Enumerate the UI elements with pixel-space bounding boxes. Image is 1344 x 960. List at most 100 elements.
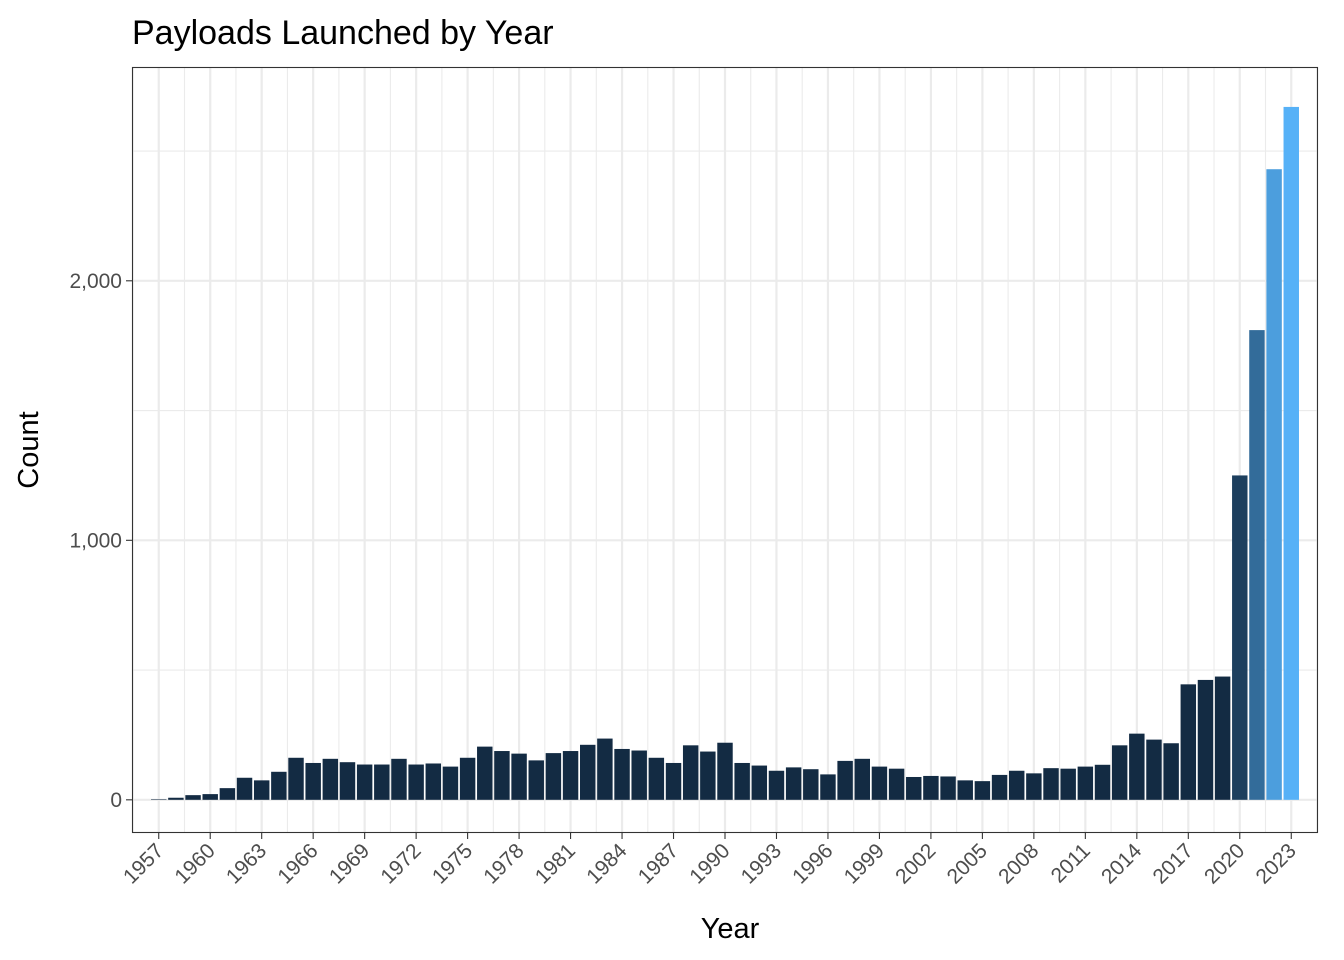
x-axis-title: Year [701, 913, 760, 945]
bar-1959 [185, 795, 201, 800]
y-axis: 0 1,000 2,000 [69, 270, 133, 812]
bar-2020 [1232, 475, 1248, 800]
x-tick-label: 1999 [840, 839, 889, 888]
y-tick-label: 0 [110, 789, 122, 812]
bar-2005 [974, 781, 991, 800]
x-tick-label: 1981 [531, 839, 580, 888]
bar-2016 [1163, 743, 1179, 800]
bar-1984 [614, 748, 630, 800]
bar-1969 [356, 764, 373, 800]
bar-2003 [940, 776, 956, 800]
bar-1995 [803, 769, 819, 800]
bar-2006 [991, 774, 1008, 800]
bar-1998 [854, 758, 870, 800]
bar-1997 [837, 760, 853, 800]
x-tick-label: 1975 [428, 839, 477, 888]
x-tick-label: 2023 [1251, 839, 1300, 888]
bar-2013 [1111, 745, 1128, 800]
bar-1968 [339, 762, 356, 800]
bar-2010 [1060, 768, 1076, 800]
x-tick-label: 1963 [222, 839, 271, 888]
bar-1963 [253, 780, 270, 800]
x-tick-label: 2005 [943, 839, 992, 888]
x-tick-label: 1987 [634, 839, 683, 888]
bar-1972 [408, 764, 424, 800]
bar-1994 [785, 767, 802, 800]
bar-2008 [1026, 773, 1042, 800]
bar-2023 [1283, 106, 1299, 800]
bar-1970 [374, 764, 390, 800]
bar-1967 [322, 758, 339, 800]
x-tick-label: 1972 [376, 839, 425, 888]
bar-2018 [1197, 679, 1214, 800]
bar-1974 [442, 766, 459, 800]
bar-2019 [1214, 676, 1231, 800]
bar-2009 [1043, 768, 1059, 800]
y-tick-label: 1,000 [69, 529, 122, 552]
bars [151, 106, 1299, 800]
bar-1958 [168, 797, 184, 800]
bar-2022 [1266, 169, 1282, 800]
bar-2017 [1180, 684, 1197, 800]
y-axis-title: Count [13, 411, 45, 488]
bar-1960 [202, 794, 218, 800]
bar-2015 [1146, 739, 1162, 800]
bar-1999 [871, 766, 888, 800]
x-tick-label: 2014 [1097, 839, 1147, 889]
bar-1962 [236, 777, 253, 800]
bar-1977 [494, 751, 510, 800]
bar-1983 [597, 738, 613, 800]
bar-1979 [528, 760, 544, 800]
x-tick-label: 2002 [891, 839, 940, 888]
bar-2012 [1094, 764, 1111, 800]
x-tick-label: 2020 [1200, 839, 1249, 888]
bar-1986 [648, 757, 665, 800]
bar-1993 [768, 770, 785, 800]
bar-1976 [477, 746, 493, 800]
bar-1985 [631, 750, 647, 800]
bar-1987 [665, 762, 682, 800]
bar-1973 [425, 763, 442, 800]
bar-1971 [391, 758, 407, 800]
x-tick-label: 1978 [479, 839, 528, 888]
bar-1964 [271, 771, 287, 800]
bar-1980 [545, 753, 562, 800]
bar-1982 [580, 744, 596, 800]
bar-1966 [305, 762, 321, 800]
bar-1991 [734, 762, 750, 800]
x-axis: 1957 1960 1963 1966 1969 1972 1975 1978 1981 1984… [119, 832, 1301, 889]
chart-title: Payloads Launched by Year [132, 14, 554, 52]
bar-2007 [1008, 770, 1025, 800]
bar-1965 [288, 757, 304, 800]
grid [132, 68, 1318, 832]
x-tick-label: 2011 [1047, 839, 1095, 887]
bar-2021 [1249, 330, 1265, 800]
bar-1957 [151, 799, 167, 800]
x-tick-label: 1969 [325, 839, 374, 888]
x-tick-label: 1966 [273, 839, 322, 888]
x-tick-label: 1957 [119, 839, 168, 888]
bar-1975 [459, 757, 476, 800]
bar-2000 [888, 768, 905, 800]
bar-1988 [682, 745, 699, 800]
x-tick-label: 2017 [1149, 839, 1198, 888]
y-tick-label: 2,000 [69, 270, 122, 293]
bar-1990 [717, 742, 733, 800]
x-tick-label: 1996 [788, 839, 837, 888]
x-tick-label: 1984 [582, 839, 632, 889]
x-tick-label: 1990 [685, 839, 734, 888]
bar-1981 [562, 751, 579, 800]
bar-1978 [511, 753, 527, 800]
bar-2004 [957, 780, 973, 800]
bar-1989 [700, 751, 716, 800]
x-tick-label: 1960 [170, 839, 219, 888]
bar-2014 [1129, 733, 1145, 800]
bar-1961 [219, 788, 236, 800]
x-tick-label: 1993 [737, 839, 786, 888]
bar-1996 [820, 774, 836, 800]
x-tick-label: 2008 [994, 839, 1043, 888]
bar-2002 [923, 775, 939, 800]
bar-2011 [1077, 766, 1094, 800]
bar-1992 [751, 765, 768, 800]
